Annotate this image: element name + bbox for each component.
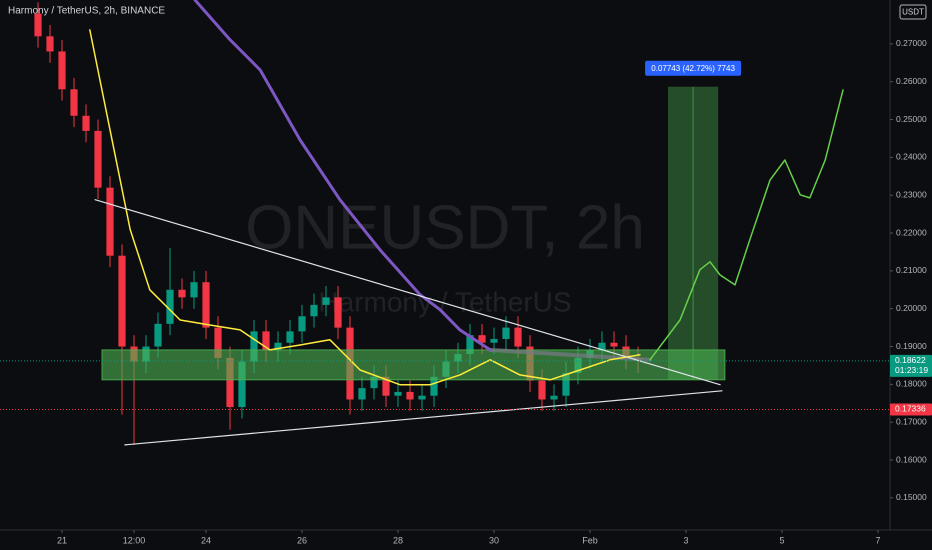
candle-body [358, 388, 366, 400]
support-zone [101, 349, 726, 381]
y-tick-label: 0.19000 [896, 341, 927, 351]
candle-body [418, 395, 426, 400]
price-label-box [890, 354, 932, 377]
y-tick-label: 0.21000 [896, 265, 927, 275]
candle-body [514, 327, 522, 347]
y-tick-label: 0.23000 [896, 189, 927, 199]
candle-body [406, 391, 414, 400]
price-label-box [890, 403, 932, 416]
candle-body [82, 115, 90, 131]
target-label: 0.07743 (42.72%) 7743 [651, 64, 735, 73]
currency-label[interactable]: USDT [902, 8, 924, 17]
candle-body [490, 338, 498, 343]
candle-body [322, 297, 330, 305]
candle-body [214, 327, 222, 358]
candle-body [262, 331, 270, 351]
candle-body [226, 357, 234, 408]
price-label: 0.17336 [895, 404, 926, 414]
candle-body [118, 255, 126, 347]
x-tick-label: 5 [779, 535, 784, 545]
x-tick-label: 7 [875, 535, 880, 545]
candle-body [202, 282, 210, 328]
x-tick-label: 12:00 [123, 535, 146, 545]
x-tick-label: 30 [489, 535, 499, 545]
watermark-subtitle: Harmony / TetherUS [318, 286, 571, 317]
y-tick-label: 0.15000 [896, 492, 927, 502]
target-label-box [645, 60, 742, 76]
x-tick-label: 3 [683, 535, 688, 545]
candle-body [154, 323, 162, 347]
candle-body [166, 289, 174, 324]
watermark: ONEUSDT, 2h [245, 193, 645, 262]
y-tick-label: 0.22000 [896, 227, 927, 237]
y-tick-label: 0.20000 [896, 303, 927, 313]
candle-body [466, 335, 474, 355]
candle-body [298, 316, 306, 332]
y-tick-label: 0.18000 [896, 379, 927, 389]
plot-area: 0.07743 (42.72%) 7743 [34, 0, 844, 446]
candle-body [550, 395, 558, 400]
x-tick-label: 24 [201, 535, 211, 545]
candle-body [238, 361, 246, 408]
candle-body [34, 13, 42, 37]
y-tick-label: 0.24000 [896, 152, 927, 162]
candle-body [190, 282, 198, 298]
candle-body [274, 342, 282, 351]
x-tick-label: 26 [297, 535, 307, 545]
candle-body [502, 327, 510, 339]
candle-body [286, 331, 294, 343]
candle-body [178, 289, 186, 298]
candle-body [478, 335, 486, 343]
line [193, 0, 492, 352]
candle-body [430, 376, 438, 396]
y-tick-label: 0.16000 [896, 454, 927, 464]
x-tick-label: 28 [393, 535, 403, 545]
line [94, 199, 721, 386]
candle-body [370, 376, 378, 389]
line [649, 89, 844, 361]
line [89, 29, 641, 386]
x-tick-label: 21 [57, 535, 67, 545]
chart-title: Harmony / TetherUS, 2h, BINANCE [8, 6, 165, 17]
candle-body [610, 342, 618, 347]
candle-body [382, 376, 390, 396]
candle-body [538, 380, 546, 400]
y-tick-label: 0.17000 [896, 416, 927, 426]
currency-box[interactable] [899, 4, 927, 20]
candle-body [394, 391, 402, 396]
candle-body [250, 331, 258, 362]
x-tick-label: Feb [582, 535, 598, 545]
candle-body [106, 187, 114, 256]
candle-body [598, 342, 606, 351]
y-tick-label: 0.27000 [896, 38, 927, 48]
candle-body [46, 36, 54, 52]
price-label: 0.18622 [895, 355, 926, 365]
candle-body [562, 373, 570, 396]
y-tick-label: 0.25000 [896, 114, 927, 124]
candle-body [58, 51, 66, 90]
candle-body [310, 304, 318, 317]
y-tick-label: 0.26000 [896, 76, 927, 86]
candle-body [334, 297, 342, 328]
candle-body [94, 130, 102, 188]
countdown-label: 01:23:19 [895, 365, 928, 375]
candle-body [70, 89, 78, 116]
line [124, 390, 723, 446]
